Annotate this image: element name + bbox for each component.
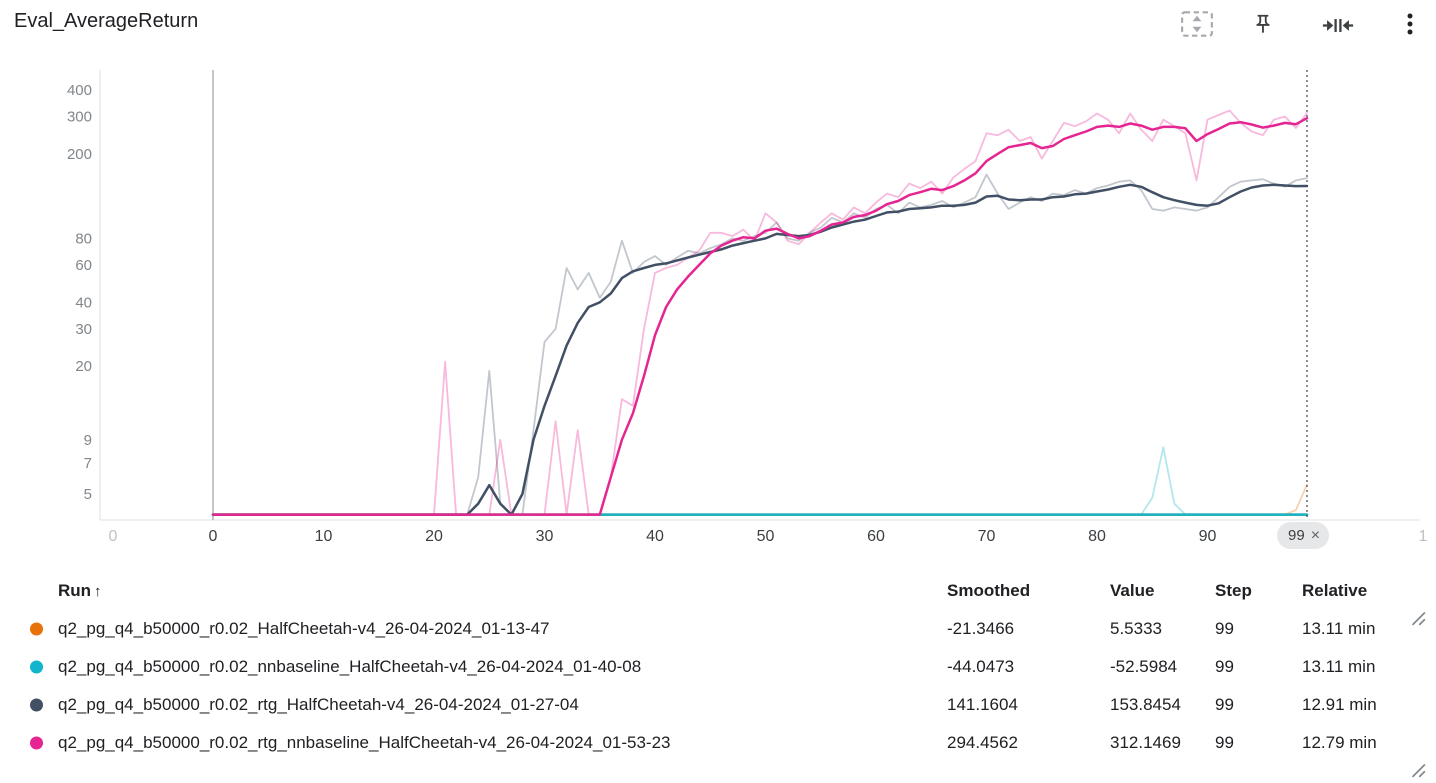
run-relative-time: 13.11 min (1302, 619, 1376, 638)
run-value: -52.5984 (1110, 657, 1178, 676)
fullscreen-icon (1181, 11, 1213, 37)
more-options-button[interactable] (1398, 10, 1422, 38)
run-column-header[interactable]: Run ↑ (58, 572, 102, 611)
pin-icon (1256, 14, 1270, 34)
run-step: 99 (1215, 619, 1234, 638)
run-color-dot[interactable] (30, 698, 43, 712)
table-row: q2_pg_q4_b50000_r0.02_rtg_nnbaseline_Hal… (0, 724, 1436, 762)
run-value: 5.5333 (1110, 619, 1162, 638)
run-color-dot[interactable] (30, 660, 43, 674)
y-tick-label: 400 (67, 82, 92, 99)
x-edge-label-left: 0 (109, 528, 118, 545)
run-name: q2_pg_q4_b50000_r0.02_rtg_HalfCheetah-v4… (58, 695, 579, 714)
sort-ascending-icon: ↑ (94, 583, 102, 600)
page-title: Eval_AverageReturn (14, 10, 199, 32)
run-value: 312.1469 (1110, 733, 1181, 752)
run-step: 99 (1215, 657, 1234, 676)
series-smoothed-line-pg-rtg-nnbaseline (211, 116, 1309, 516)
x-tick-label: 50 (757, 528, 775, 545)
run-step: 99 (1215, 695, 1234, 714)
run-step: 99 (1215, 733, 1234, 752)
series-smoothed-line-pg-rtg (211, 183, 1309, 516)
series-raw-line-pg (212, 483, 1308, 516)
run-smoothed-value: -44.0473 (947, 657, 1015, 676)
smoothed-column-header[interactable]: Smoothed (947, 581, 1031, 600)
table-row: q2_pg_q4_b50000_r0.02_rtg_HalfCheetah-v4… (0, 686, 1436, 724)
collapse-button[interactable] (1322, 13, 1354, 38)
table-row: q2_pg_q4_b50000_r0.02_HalfCheetah-v4_26-… (0, 610, 1436, 648)
run-smoothed-value: -21.3466 (947, 619, 1015, 638)
selected-step-chip[interactable]: 99 × (1277, 522, 1330, 549)
x-tick-label: 90 (1199, 528, 1217, 545)
run-smoothed-value: 294.4562 (947, 733, 1018, 752)
fullscreen-button[interactable] (1180, 10, 1214, 38)
resize-grip-icon (1411, 611, 1426, 626)
y-tick-label: 30 (75, 321, 92, 338)
y-tick-label: 20 (75, 358, 92, 375)
y-tick-label: 80 (75, 230, 92, 247)
y-tick-label: 200 (67, 146, 92, 163)
collapse-icon (1322, 19, 1354, 32)
run-color-dot[interactable] (30, 736, 43, 750)
run-relative-time: 12.79 min (1302, 733, 1377, 752)
table-row: q2_pg_q4_b50000_r0.02_nnbaseline_HalfChe… (0, 648, 1436, 686)
chart-resize-handle[interactable] (1408, 608, 1426, 626)
selected-step-label: 99 (1288, 527, 1305, 544)
relative-column-header[interactable]: Relative (1302, 581, 1368, 600)
series-raw-line-pg-rtg-nnbaseline (212, 109, 1308, 516)
run-color-dot[interactable] (30, 622, 43, 636)
value-column-header[interactable]: Value (1110, 581, 1155, 600)
resize-grip-icon (1411, 763, 1426, 778)
x-tick-label: 60 (867, 528, 885, 545)
y-tick-label: 5 (84, 486, 92, 503)
more-options-icon (1407, 13, 1413, 35)
card-resize-handle[interactable] (1408, 760, 1426, 778)
run-name: q2_pg_q4_b50000_r0.02_rtg_nnbaseline_Hal… (58, 733, 671, 752)
step-column-header[interactable]: Step (1215, 581, 1252, 600)
x-tick-label: 30 (536, 528, 554, 545)
run-relative-time: 13.11 min (1302, 657, 1376, 676)
run-smoothed-value: 141.1604 (947, 695, 1018, 714)
y-tick-label: 40 (75, 294, 92, 311)
x-edge-label-right: 1 (1419, 528, 1428, 545)
x-tick-label: 70 (978, 528, 996, 545)
x-tick-label: 20 (425, 528, 443, 545)
x-tick-label: 80 (1088, 528, 1106, 545)
run-column-label: Run (58, 581, 92, 600)
x-tick-label: 0 (209, 528, 218, 545)
x-tick-label: 40 (646, 528, 664, 545)
pin-button[interactable] (1252, 11, 1274, 37)
runs-table: Run ↑ Smoothed Value Step Relative q2_pg_… (0, 572, 1436, 762)
x-tick-label: 10 (315, 528, 333, 545)
table-header: Run ↑ Smoothed Value Step Relative (0, 572, 1436, 610)
series-raw-line-pg-nnbaseline (212, 446, 1308, 516)
run-name: q2_pg_q4_b50000_r0.02_nnbaseline_HalfChe… (58, 657, 642, 676)
y-tick-label: 60 (75, 257, 92, 274)
close-icon[interactable]: × (1310, 526, 1321, 544)
y-tick-label: 7 (84, 455, 92, 472)
run-relative-time: 12.91 min (1302, 695, 1377, 714)
chart-area: 400 300 200 80 60 40 30 20 9 7 5 0 10 20 30 40 50 60 70 80 9… (0, 55, 1436, 626)
y-tick-label: 9 (84, 432, 92, 449)
y-tick-label: 300 (67, 109, 92, 126)
run-value: 153.8454 (1110, 695, 1181, 714)
run-name: q2_pg_q4_b50000_r0.02_HalfCheetah-v4_26-… (58, 619, 550, 638)
table-body: q2_pg_q4_b50000_r0.02_HalfCheetah-v4_26-… (0, 610, 1436, 762)
